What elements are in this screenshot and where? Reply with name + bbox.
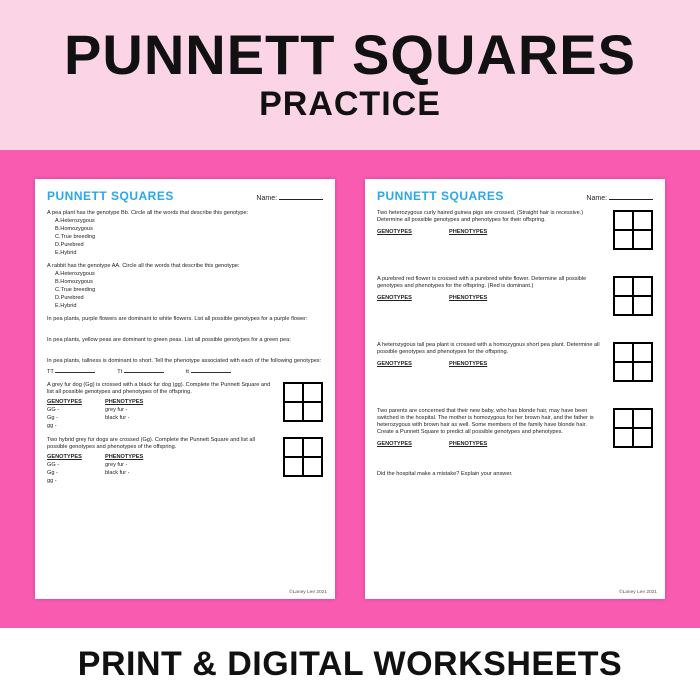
question-6: A grey fur dog (Gg) is crossed with a bl…: [47, 382, 323, 431]
question-r2: A purebred red flower is crossed with a …: [377, 276, 653, 316]
question-3: In pea plants, purple flowers are domina…: [47, 316, 323, 323]
question-r4: Two parents are concerned that their new…: [377, 408, 653, 449]
title-sub: PRACTICE: [259, 85, 441, 124]
sheet-title: PUNNETT SQUARES: [47, 189, 174, 204]
punnett-grid: [283, 437, 323, 477]
name-field: Name:: [586, 195, 653, 204]
punnett-grid: [613, 276, 653, 316]
punnett-grid: [613, 342, 653, 382]
question-r5: Did the hospital make a mistake? Explain…: [377, 471, 653, 478]
worksheet-area: PUNNETT SQUARES Name: A pea plant has th…: [0, 150, 700, 628]
sheet-title: PUNNETT SQUARES: [377, 189, 504, 204]
name-field: Name:: [256, 195, 323, 204]
punnett-grid: [613, 408, 653, 448]
question-1: A pea plant has the genotype Bb. Circle …: [47, 210, 323, 257]
sheet-header: PUNNETT SQUARES Name:: [377, 189, 653, 204]
question-r3: A heterozygous tall pea plant is crossed…: [377, 342, 653, 382]
worksheet-left: PUNNETT SQUARES Name: A pea plant has th…: [35, 179, 335, 599]
footer-band: PRINT & DIGITAL WORKSHEETS: [0, 628, 700, 700]
footer-text: PRINT & DIGITAL WORKSHEETS: [78, 645, 622, 684]
worksheet-right: PUNNETT SQUARES Name: Two heterozygous c…: [365, 179, 665, 599]
question-5: In pea plants, tallness is dominant to s…: [47, 358, 323, 376]
question-4: In pea plants, yellow peas are dominant …: [47, 337, 323, 344]
question-7: Two hybrid grey fur dogs are crossed (Gg…: [47, 437, 323, 486]
punnett-grid: [283, 382, 323, 422]
copyright: ©Laney Lee 2021: [619, 590, 657, 596]
title-main: PUNNETT SQUARES: [64, 27, 636, 83]
header-band: PUNNETT SQUARES PRACTICE: [0, 0, 700, 150]
punnett-grid: [613, 210, 653, 250]
question-2: A rabbit has the genotype AA. Circle all…: [47, 263, 323, 310]
copyright: ©Laney Lee 2021: [289, 590, 327, 596]
sheet-header: PUNNETT SQUARES Name:: [47, 189, 323, 204]
question-r1: Two heterozygous curly haired guinea pig…: [377, 210, 653, 250]
